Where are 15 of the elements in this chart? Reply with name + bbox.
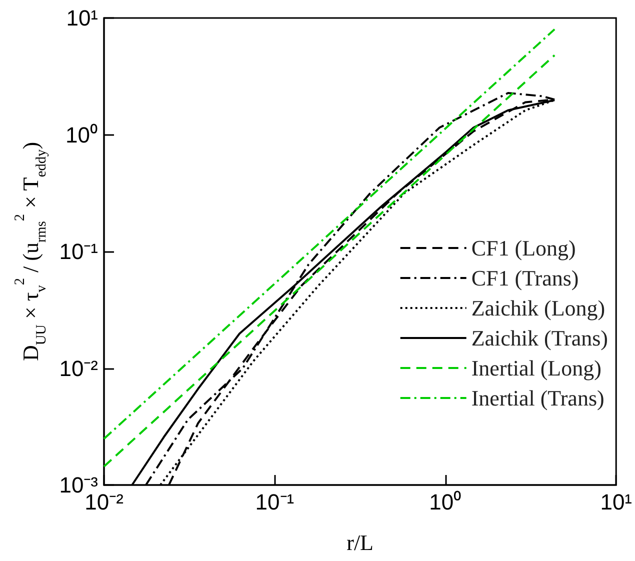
- x-axis-title: r/L: [346, 530, 374, 556]
- legend-label: Zaichik (Long): [471, 296, 606, 320]
- y-tick-label: 10⁰: [66, 122, 98, 148]
- x-tick-label: 10¹: [600, 490, 632, 514]
- text: DUU × τv2 / (urms2 × Teddy): [12, 142, 50, 362]
- legend-label: CF1 (Trans): [471, 266, 579, 290]
- legend-label: CF1 (Long): [471, 236, 576, 260]
- legend-label: Zaichik (Trans): [471, 326, 608, 350]
- y-tick-label: 10¹: [66, 6, 98, 30]
- x-tick-label: 10⁻¹: [255, 490, 294, 514]
- legend-label: Inertial (Long): [471, 356, 602, 380]
- y-tick-label: 10⁻¹: [59, 239, 98, 264]
- x-tick-label: 10⁰: [429, 490, 462, 514]
- y-tick-label: 10⁻²: [59, 356, 98, 381]
- legend-label: Inertial (Trans): [471, 386, 604, 410]
